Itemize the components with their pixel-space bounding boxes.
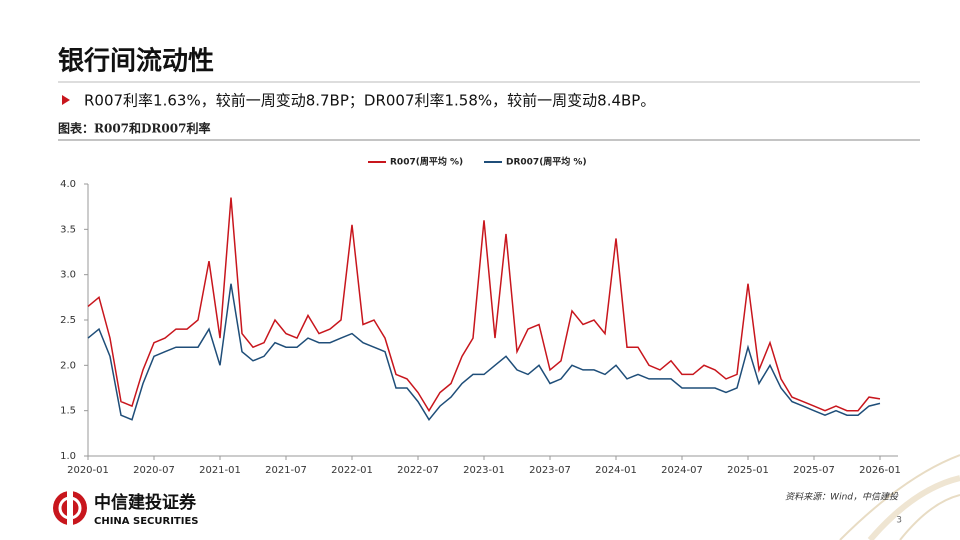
x-tick-label: 2022-01 xyxy=(331,465,373,476)
x-tick-label: 2024-01 xyxy=(595,465,637,476)
legend-label: DR007(周平均 %) xyxy=(506,156,587,168)
decor xyxy=(839,454,960,540)
y-tick-label: 3.5 xyxy=(60,224,76,235)
slide-title: 银行间流动性 xyxy=(58,46,214,77)
chart-caption: 图表：R007和DR007利率 xyxy=(58,121,210,136)
y-tick-label: 1.0 xyxy=(60,451,76,462)
x-tick-label: 2024-07 xyxy=(661,465,703,476)
x-tick-label: 2020-07 xyxy=(133,465,175,476)
y-tick-label: 4.0 xyxy=(60,179,76,190)
x-tick-label: 2021-01 xyxy=(199,465,241,476)
y-tick-label: 2.5 xyxy=(60,315,76,326)
x-tick-label: 2021-07 xyxy=(265,465,307,476)
bullet-icon xyxy=(62,95,70,105)
x-tick-label: 2022-07 xyxy=(397,465,439,476)
page-number: 3 xyxy=(896,516,902,526)
x-tick-label: 2023-07 xyxy=(529,465,571,476)
series-line xyxy=(87,283,881,422)
source: 资料来源：Wind，中信建投 xyxy=(785,492,899,503)
x-tick-label: 2026-01 xyxy=(859,465,901,476)
x-tick-label: 2020-01 xyxy=(67,465,109,476)
decor xyxy=(899,494,960,540)
legend-label: R007(周平均 %) xyxy=(390,156,463,168)
chart: 1.0 1.5 2.0 2.5 3.0 3.5 4.0 2020-01 2020-07 2021-… xyxy=(60,156,901,477)
x-tick-label: 2023-01 xyxy=(463,465,505,476)
x-tick-label: 2025-01 xyxy=(727,465,769,476)
logo-cn: 中信建投证券 xyxy=(94,492,197,513)
logo-en: CHINA SECURITIES xyxy=(94,516,199,527)
bullet-text: R007利率1.63%，较前一周变动8.7BP；DR007利率1.58%，较前一… xyxy=(84,92,655,110)
x-tick-label: 2025-07 xyxy=(793,465,835,476)
decor xyxy=(867,475,960,540)
series-line xyxy=(87,197,881,413)
y-tick-label: 1.5 xyxy=(60,406,76,417)
y-tick-label: 2.0 xyxy=(60,360,76,371)
logo-icon xyxy=(67,490,73,526)
y-tick-label: 3.0 xyxy=(60,270,76,281)
